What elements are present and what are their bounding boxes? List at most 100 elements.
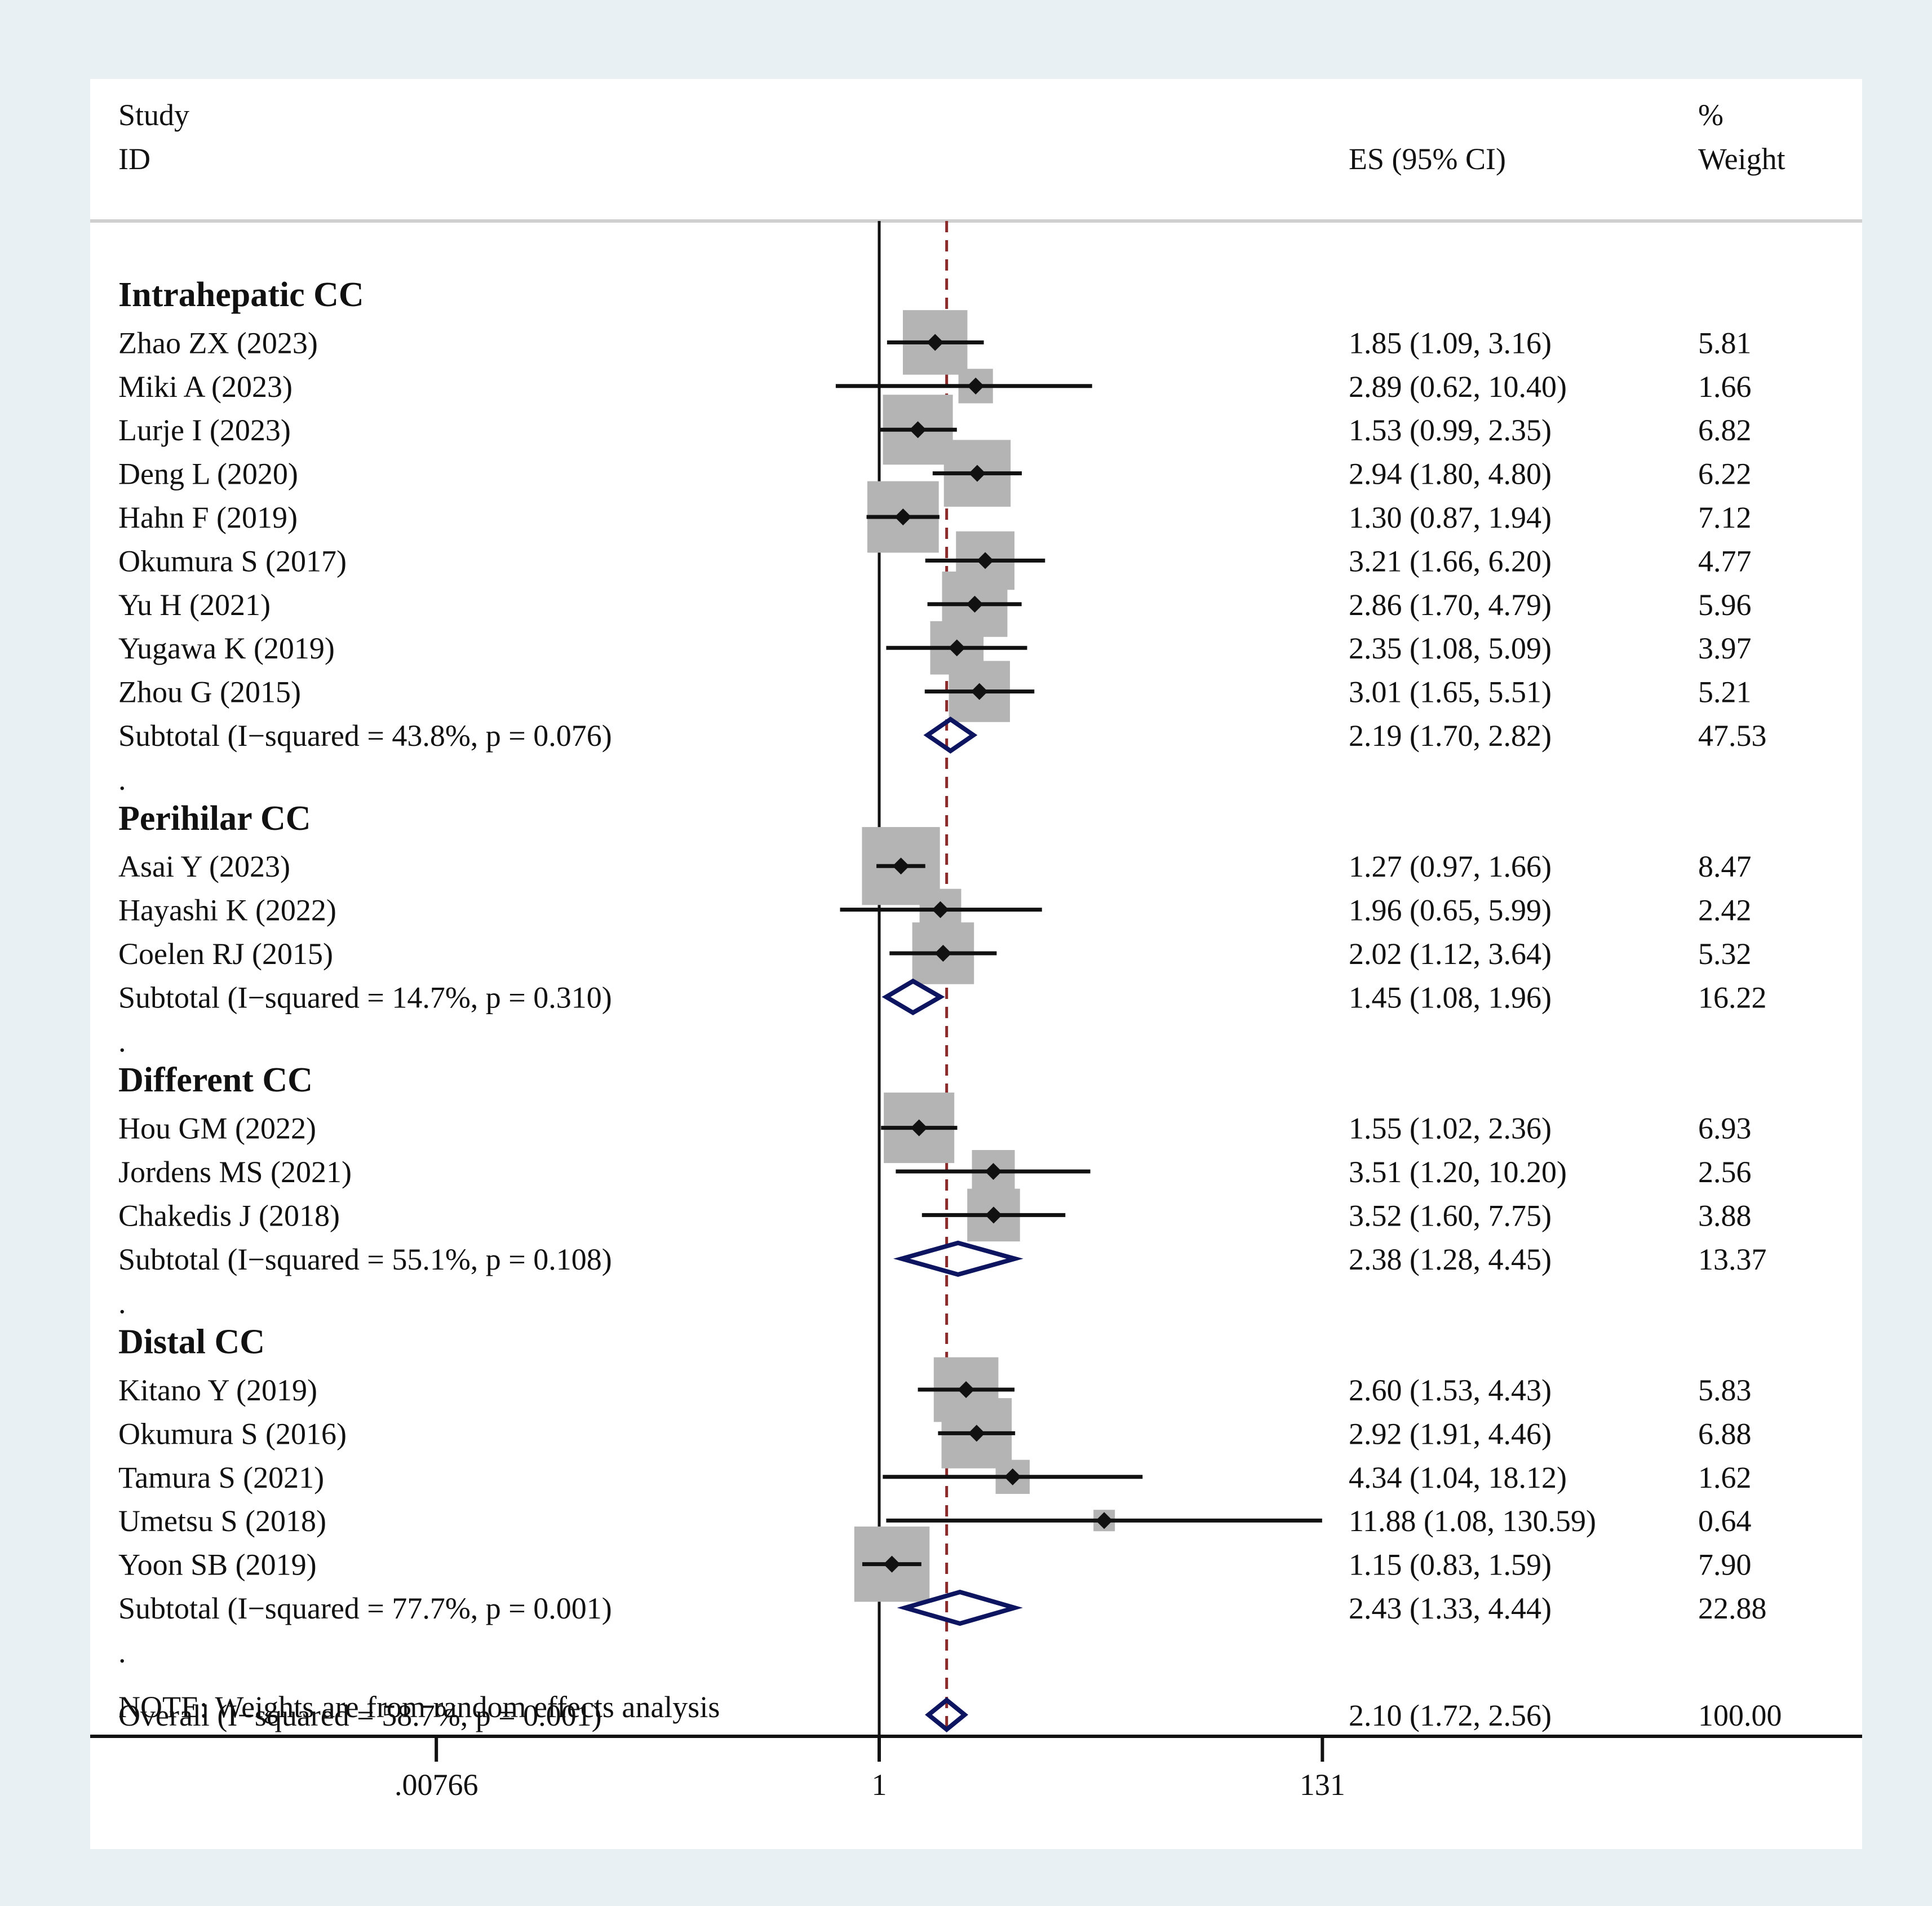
study-label: Deng L (2020) — [118, 457, 298, 491]
effect-size-ci: 2.35 (1.08, 5.09) — [1349, 631, 1552, 665]
point-estimate-marker — [1096, 1512, 1113, 1529]
weight-value: 6.88 — [1698, 1417, 1752, 1450]
point-estimate-marker — [958, 1381, 975, 1398]
study-label: Lurje I (2023) — [118, 413, 291, 447]
x-axis: .00766 1 131 — [90, 1735, 1862, 1802]
point-estimate-marker — [892, 857, 910, 875]
point-estimate-marker — [894, 508, 912, 525]
subtotal-diamond — [893, 1240, 1023, 1277]
forest-plot: Study ID ES (95% CI) % Weight Intrahepat… — [90, 98, 1862, 1802]
weight-value: 100.00 — [1698, 1699, 1782, 1732]
weight-value: 6.22 — [1698, 457, 1752, 491]
point-estimate-marker — [985, 1206, 1002, 1224]
study-label: Okumura S (2016) — [118, 1417, 347, 1450]
weights-note: NOTE: Weights are from random effects an… — [118, 1690, 720, 1724]
study-label: Yugawa K (2019) — [118, 631, 335, 665]
effect-size-ci: 1.53 (0.99, 2.35) — [1349, 413, 1552, 447]
overall-label: Overall (I−squared = 58.7%, p = 0.001) — [118, 1699, 602, 1732]
subtotal-label: Subtotal (I−squared = 55.1%, p = 0.108) — [118, 1242, 612, 1276]
weight-value: 47.53 — [1698, 719, 1767, 753]
header-weight: Weight — [1698, 142, 1785, 176]
header-id: ID — [118, 142, 150, 176]
weight-value: 3.97 — [1698, 631, 1752, 665]
study-label: Tamura S (2021) — [118, 1461, 324, 1494]
subtotal-label: Subtotal (I−squared = 43.8%, p = 0.076) — [118, 719, 612, 753]
study-label: Kitano Y (2019) — [118, 1373, 317, 1407]
point-estimate-marker — [968, 465, 986, 482]
effect-size-ci: 2.38 (1.28, 4.45) — [1349, 1242, 1552, 1276]
point-estimate-marker — [948, 639, 965, 657]
row-spacer: . — [118, 1635, 126, 1669]
weight-value: 2.42 — [1698, 894, 1752, 927]
weight-value: 6.93 — [1698, 1112, 1752, 1146]
effect-size-ci: 1.85 (1.09, 3.16) — [1349, 326, 1552, 360]
study-label: Hahn F (2019) — [118, 501, 298, 534]
point-estimate-marker — [909, 421, 927, 439]
study-label: Zhao ZX (2023) — [118, 326, 318, 360]
point-estimate-marker — [883, 1555, 901, 1573]
weight-value: 3.88 — [1698, 1199, 1752, 1232]
effect-size-ci: 1.45 (1.08, 1.96) — [1349, 980, 1552, 1014]
effect-size-ci: 11.88 (1.08, 130.59) — [1349, 1504, 1596, 1538]
weight-value: 1.62 — [1698, 1461, 1752, 1494]
study-label: Miki A (2023) — [118, 370, 293, 404]
study-label: Hayashi K (2022) — [118, 894, 336, 927]
header-percent: % — [1698, 98, 1723, 132]
subtotal-label: Subtotal (I−squared = 77.7%, p = 0.001) — [118, 1591, 612, 1625]
effect-size-ci: 1.30 (0.87, 1.94) — [1349, 501, 1552, 534]
weight-value: 2.56 — [1698, 1155, 1752, 1189]
point-estimate-marker — [932, 901, 949, 918]
point-estimate-marker — [910, 1119, 928, 1136]
effect-size-ci: 3.52 (1.60, 7.75) — [1349, 1199, 1552, 1232]
study-label: Umetsu S (2018) — [118, 1504, 326, 1538]
subgroup-heading: Different CC — [118, 1061, 313, 1099]
study-label: Coelen RJ (2015) — [118, 937, 333, 971]
weight-value: 0.64 — [1698, 1504, 1752, 1538]
weight-value: 22.88 — [1698, 1591, 1767, 1625]
study-label: Yu H (2021) — [118, 588, 271, 622]
effect-size-ci: 2.02 (1.12, 3.64) — [1349, 937, 1552, 971]
study-label: Asai Y (2023) — [118, 850, 290, 883]
weight-value: 13.37 — [1698, 1242, 1767, 1276]
effect-size-ci: 2.89 (0.62, 10.40) — [1349, 370, 1567, 404]
point-estimate-marker — [966, 595, 983, 613]
subtotal-diamond — [897, 1589, 1023, 1626]
effect-size-ci: 1.55 (1.02, 2.36) — [1349, 1112, 1552, 1146]
weight-value: 16.22 — [1698, 980, 1767, 1014]
header-study: Study — [118, 98, 189, 132]
weight-value: 8.47 — [1698, 850, 1752, 883]
header-es: ES (95% CI) — [1349, 142, 1506, 176]
row-spacer: . — [118, 1286, 126, 1320]
weight-value: 4.77 — [1698, 544, 1752, 578]
effect-size-ci: 2.86 (1.70, 4.79) — [1349, 588, 1552, 622]
effect-size-ci: 2.10 (1.72, 2.56) — [1349, 1699, 1552, 1732]
forest-plot-panel: Study ID ES (95% CI) % Weight Intrahepat… — [90, 79, 1862, 1849]
effect-size-ci: 2.19 (1.70, 2.82) — [1349, 719, 1552, 753]
point-estimate-marker — [927, 334, 944, 351]
weight-value: 5.83 — [1698, 1373, 1752, 1407]
overall-diamond — [925, 1697, 968, 1732]
effect-size-ci: 1.15 (0.83, 1.59) — [1349, 1548, 1552, 1582]
point-estimate-marker — [977, 552, 994, 569]
effect-size-ci: 3.51 (1.20, 10.20) — [1349, 1155, 1567, 1189]
study-label: Yoon SB (2019) — [118, 1548, 317, 1582]
study-label: Zhou G (2015) — [118, 675, 301, 709]
effect-size-ci: 2.60 (1.53, 4.43) — [1349, 1373, 1552, 1407]
study-label: Jordens MS (2021) — [118, 1155, 352, 1189]
effect-size-ci: 3.01 (1.65, 5.51) — [1349, 675, 1552, 709]
weight-value: 5.32 — [1698, 937, 1752, 971]
point-estimate-marker — [1004, 1468, 1021, 1485]
effect-size-ci: 2.92 (1.91, 4.46) — [1349, 1417, 1552, 1450]
study-label: Okumura S (2017) — [118, 544, 347, 578]
study-label: Chakedis J (2018) — [118, 1199, 340, 1232]
subgroup-heading: Perihilar CC — [118, 799, 311, 838]
point-estimate-marker — [967, 377, 985, 395]
point-estimate-marker — [968, 1425, 985, 1442]
subtotal-diamond — [923, 717, 978, 754]
point-estimate-marker — [971, 683, 988, 700]
effect-size-ci: 1.27 (0.97, 1.66) — [1349, 850, 1552, 883]
forest-labels: Intrahepatic CC Zhao ZX (2023) 1.85 (1.09,… — [118, 276, 1782, 1732]
subgroup-heading: Distal CC — [118, 1323, 265, 1361]
weight-value: 1.66 — [1698, 370, 1752, 404]
weight-value: 5.96 — [1698, 588, 1752, 622]
